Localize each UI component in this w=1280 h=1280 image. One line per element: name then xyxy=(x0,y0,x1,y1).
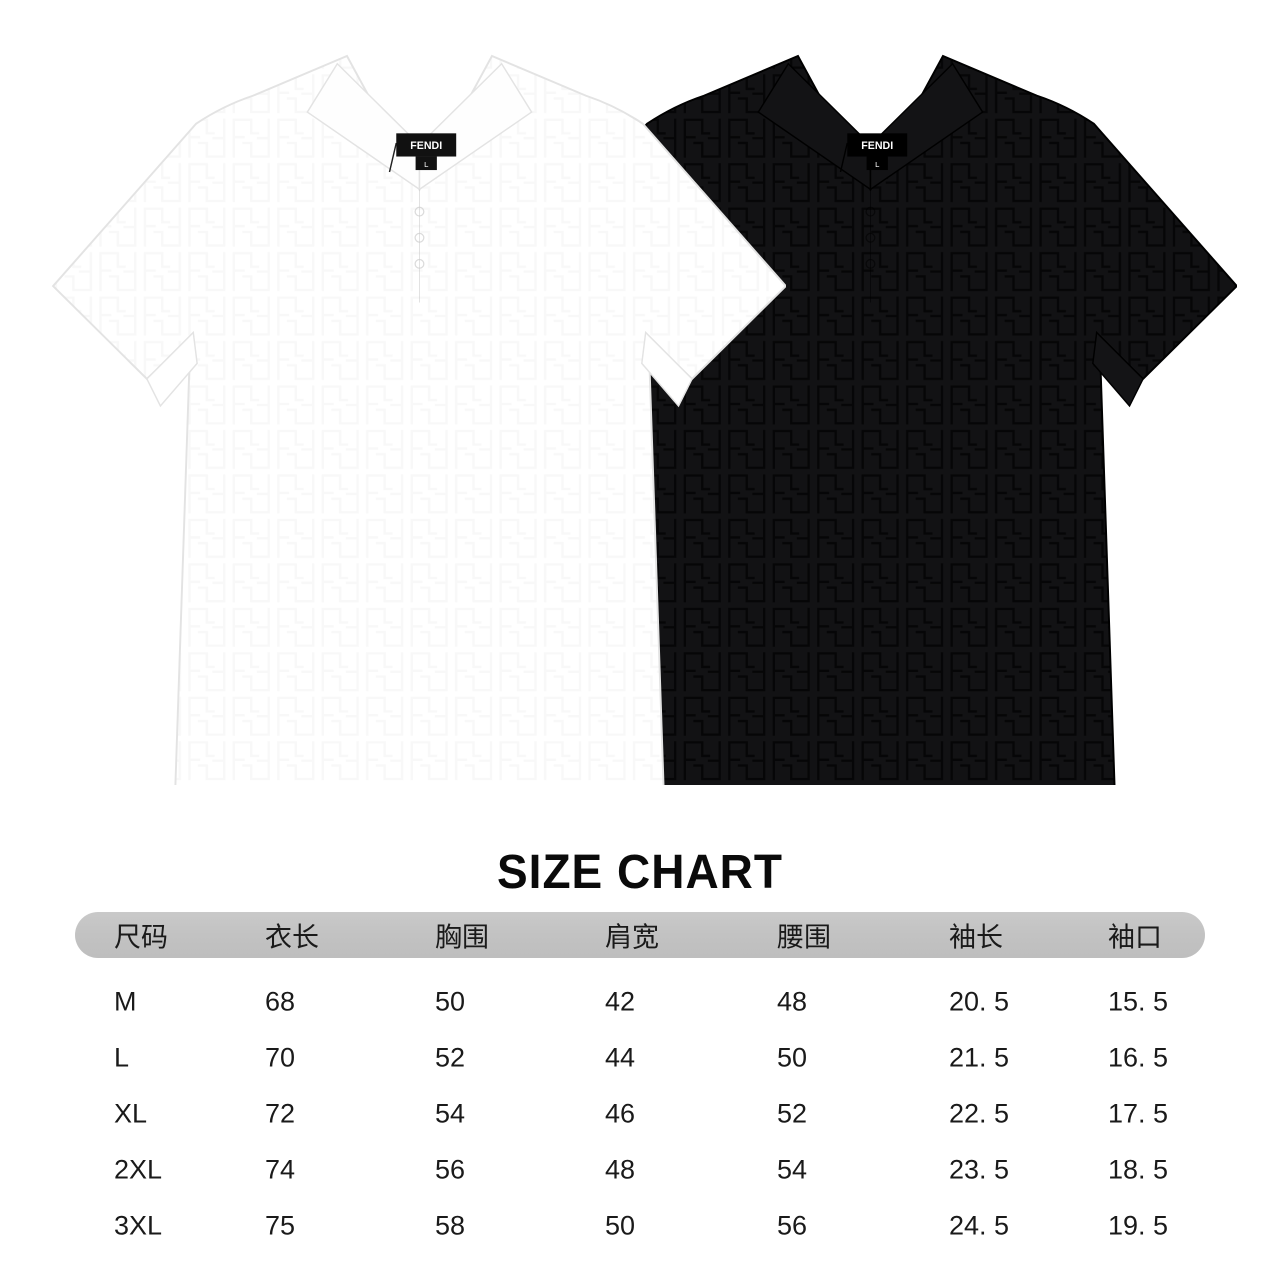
svg-text:FENDI: FENDI xyxy=(410,140,442,152)
svg-text:L: L xyxy=(424,160,429,169)
svg-text:L: L xyxy=(875,160,880,169)
svg-text:FENDI: FENDI xyxy=(861,140,893,152)
